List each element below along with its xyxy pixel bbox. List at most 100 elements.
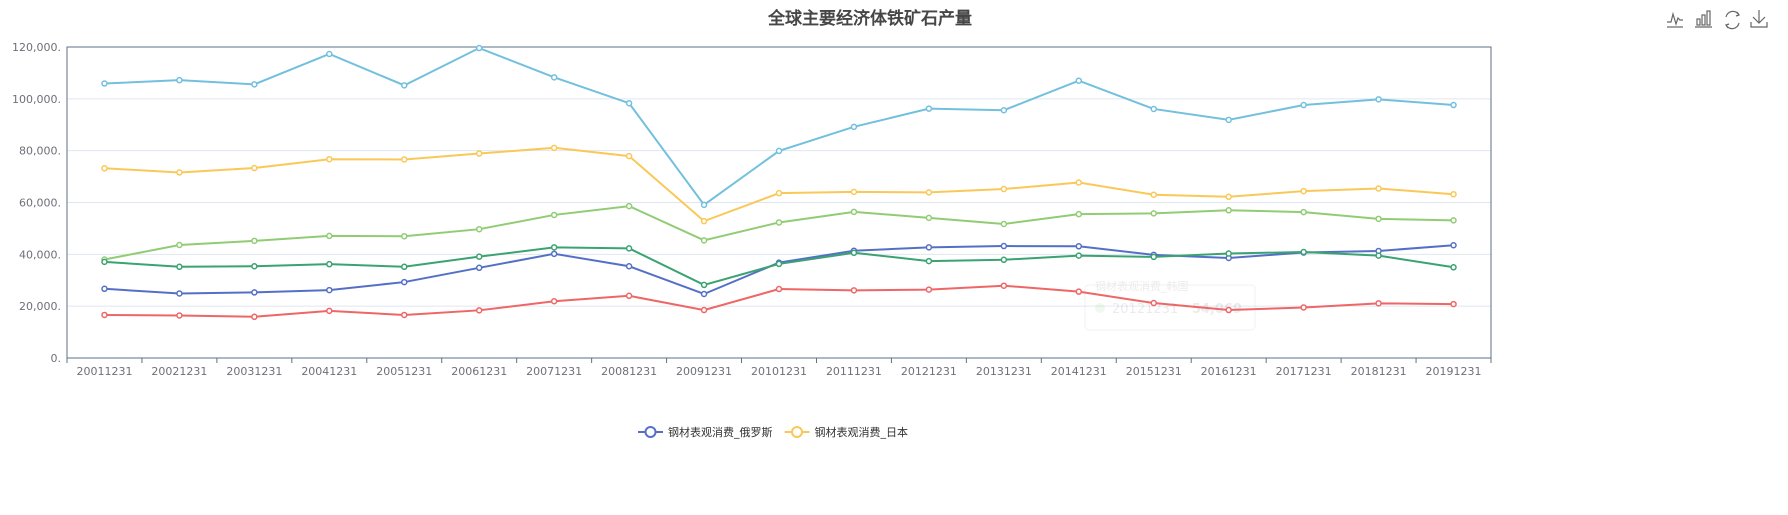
data-point[interactable] <box>176 241 183 249</box>
data-point[interactable] <box>326 286 333 294</box>
data-point[interactable] <box>1300 304 1307 311</box>
data-point[interactable] <box>326 260 333 268</box>
data-point[interactable] <box>1225 116 1232 124</box>
data-point[interactable] <box>625 152 633 160</box>
data-point[interactable] <box>700 201 708 209</box>
data-point[interactable] <box>550 244 558 251</box>
data-point[interactable] <box>850 188 858 196</box>
line-chart-icon[interactable] <box>1665 10 1685 30</box>
data-point[interactable] <box>700 306 708 314</box>
data-point[interactable] <box>1075 77 1083 84</box>
data-point[interactable] <box>475 253 483 260</box>
data-point[interactable] <box>1375 96 1382 103</box>
data-point[interactable] <box>475 225 483 233</box>
data-point[interactable] <box>1075 210 1083 218</box>
data-point[interactable] <box>550 144 558 152</box>
data-point[interactable] <box>1075 179 1083 186</box>
data-point[interactable] <box>1450 190 1457 198</box>
data-point[interactable] <box>550 250 558 258</box>
data-point[interactable] <box>925 286 933 293</box>
data-point[interactable] <box>850 287 858 294</box>
data-point[interactable] <box>1150 105 1157 113</box>
data-point[interactable] <box>1300 187 1307 195</box>
data-point[interactable] <box>251 313 258 321</box>
data-point[interactable] <box>550 74 558 81</box>
data-point[interactable] <box>401 311 408 319</box>
data-point[interactable] <box>1225 207 1232 214</box>
data-point[interactable] <box>925 214 933 222</box>
data-point[interactable] <box>176 169 183 176</box>
data-point[interactable] <box>625 292 633 300</box>
data-point[interactable] <box>101 258 108 266</box>
data-point[interactable] <box>625 263 633 270</box>
data-point[interactable] <box>625 245 633 252</box>
data-point[interactable] <box>176 312 183 319</box>
data-point[interactable] <box>700 281 708 289</box>
data-point[interactable] <box>401 263 408 271</box>
refresh-icon[interactable] <box>1722 10 1742 30</box>
data-point[interactable] <box>775 260 783 268</box>
legend-item[interactable]: 钢材表观消费_俄罗斯 <box>638 425 773 439</box>
data-point[interactable] <box>1075 252 1083 259</box>
data-point[interactable] <box>1150 253 1157 261</box>
data-point[interactable] <box>1375 215 1382 223</box>
data-point[interactable] <box>925 244 933 251</box>
data-point[interactable] <box>1000 242 1008 250</box>
data-point[interactable] <box>1225 306 1232 314</box>
data-point[interactable] <box>326 50 333 58</box>
data-point[interactable] <box>775 147 783 155</box>
data-point[interactable] <box>326 232 333 240</box>
data-point[interactable] <box>101 80 108 87</box>
data-point[interactable] <box>925 105 933 112</box>
data-point[interactable] <box>1225 250 1232 257</box>
data-point[interactable] <box>1150 191 1157 198</box>
data-point[interactable] <box>251 81 258 88</box>
legend-item[interactable]: 钢材表观消费_日本 <box>784 425 909 439</box>
data-point[interactable] <box>550 211 558 219</box>
data-point[interactable] <box>1000 185 1008 193</box>
data-point[interactable] <box>850 208 858 216</box>
data-point[interactable] <box>550 297 558 305</box>
data-point[interactable] <box>401 156 408 163</box>
data-point[interactable] <box>1450 300 1457 308</box>
data-point[interactable] <box>176 263 183 271</box>
data-point[interactable] <box>925 257 933 265</box>
data-point[interactable] <box>700 237 708 244</box>
data-point[interactable] <box>700 217 708 225</box>
data-point[interactable] <box>251 263 258 270</box>
data-point[interactable] <box>1075 243 1083 250</box>
data-point[interactable] <box>1450 101 1457 109</box>
data-point[interactable] <box>850 123 858 131</box>
data-point[interactable] <box>401 278 408 286</box>
data-point[interactable] <box>1000 256 1008 264</box>
data-point[interactable] <box>775 189 783 197</box>
data-point[interactable] <box>101 165 108 172</box>
data-point[interactable] <box>475 150 483 157</box>
data-point[interactable] <box>1300 248 1307 256</box>
data-point[interactable] <box>775 219 783 226</box>
data-point[interactable] <box>1375 252 1382 259</box>
data-point[interactable] <box>1000 220 1008 228</box>
data-point[interactable] <box>1300 208 1307 216</box>
data-point[interactable] <box>475 307 483 314</box>
data-point[interactable] <box>475 264 483 272</box>
data-point[interactable] <box>925 189 933 196</box>
bar-chart-icon[interactable] <box>1693 10 1713 30</box>
data-point[interactable] <box>1450 242 1457 249</box>
data-point[interactable] <box>1375 300 1382 307</box>
data-point[interactable] <box>176 290 183 297</box>
data-point[interactable] <box>775 285 783 293</box>
data-point[interactable] <box>101 285 108 293</box>
data-point[interactable] <box>700 290 708 298</box>
download-icon[interactable] <box>1750 8 1770 30</box>
data-point[interactable] <box>326 307 333 315</box>
data-point[interactable] <box>1150 210 1157 217</box>
data-point[interactable] <box>101 311 108 319</box>
data-point[interactable] <box>326 155 333 163</box>
data-point[interactable] <box>401 232 408 240</box>
data-point[interactable] <box>251 289 258 296</box>
data-point[interactable] <box>1000 106 1008 114</box>
data-point[interactable] <box>625 99 633 107</box>
data-point[interactable] <box>1375 185 1382 192</box>
data-point[interactable] <box>1225 193 1232 201</box>
